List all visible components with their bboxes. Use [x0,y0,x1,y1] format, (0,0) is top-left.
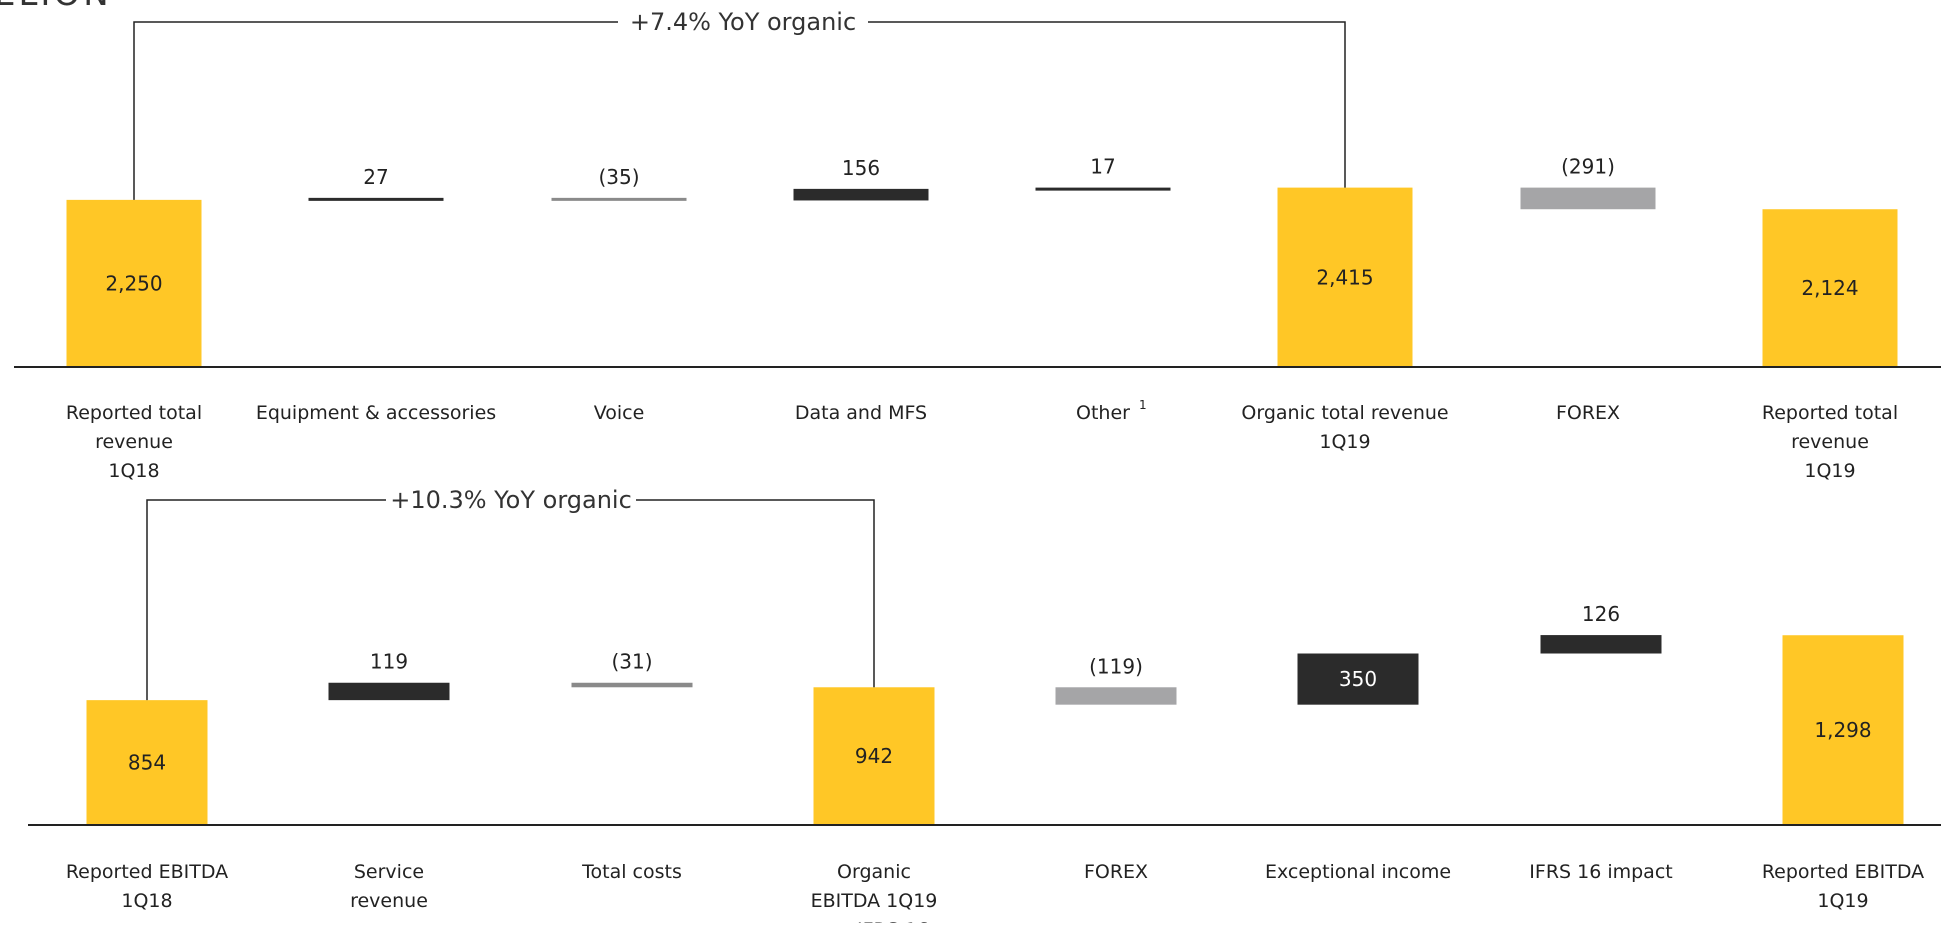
category-label-0-5-1: 1Q19 [1319,431,1370,453]
bar-1-0 [86,700,208,825]
category-label-0-7-1: revenue [1791,431,1869,453]
category-label-0-0-0: Reported total [66,402,202,424]
category-label-1-3-0: Organic [837,861,911,883]
bar-1-5 [1297,653,1419,705]
category-label-1-5-0: Exceptional income [1265,861,1451,883]
bar-0-5 [1277,187,1413,367]
value-label-0-4: 17 [1090,155,1115,179]
value-label-0-2: (35) [598,165,639,189]
category-label-0-2-0: Voice [594,402,645,424]
category-label-1-1-1: revenue [350,890,428,912]
category-label-1-4-0: FOREX [1084,861,1148,883]
category-label-1-2-0: Total costs [581,861,682,883]
bar-1-2 [571,682,693,688]
value-label-1-4: (119) [1089,654,1143,678]
value-label-0-7: 2,124 [1801,276,1858,300]
category-label-0-0-1: revenue [95,431,173,453]
value-label-0-5: 2,415 [1316,265,1373,289]
category-label-1-0-1: 1Q18 [121,890,172,912]
bar-0-4 [1035,187,1171,191]
bracket-right-1 [636,499,875,688]
value-label-1-5: 350 [1339,667,1377,691]
footnote-marker-0-4: 1 [1139,398,1147,412]
value-label-1-7: 1,298 [1814,718,1871,742]
bar-0-7 [1762,209,1898,367]
value-label-1-6: 126 [1582,602,1620,626]
bar-1-7 [1782,635,1904,825]
category-label-0-1-0: Equipment & accessories [256,402,496,424]
category-label-1-3-1: EBITDA 1Q19 [811,890,938,912]
category-label-0-6-0: FOREX [1556,402,1620,424]
bar-1-4 [1055,687,1177,705]
value-label-1-1: 119 [370,650,408,674]
bar-0-3 [793,188,929,201]
bar-0-2 [551,197,687,201]
bracket-left-0 [133,21,618,200]
value-label-0-6: (291) [1561,155,1615,179]
category-label-0-3-0: Data and MFS [795,402,927,424]
bar-0-1 [308,197,444,201]
bar-0-6 [1520,187,1656,210]
value-label-0-0: 2,250 [105,271,162,295]
category-label-1-7-1: 1Q19 [1817,890,1868,912]
category-label-0-7-0: Reported total [1762,402,1898,424]
value-label-1-2: (31) [611,650,652,674]
slide-title-fragment: ELION [0,0,112,14]
value-label-1-3: 942 [855,744,893,768]
category-label-1-7-0: Reported EBITDA [1762,861,1924,883]
growth-annotation-1: +10.3% YoY organic [390,486,632,514]
category-label-1-1-0: Service [354,861,424,883]
category-label-0-4-0: Other [1076,402,1130,424]
value-label-1-0: 854 [128,751,166,775]
bracket-left-1 [146,499,386,701]
category-label-0-7-2: 1Q19 [1804,460,1855,482]
value-label-0-3: 156 [842,156,880,180]
category-label-1-0-0: Reported EBITDA [66,861,228,883]
category-label-1-6-0: IFRS 16 impact [1529,861,1672,883]
bracket-right-0 [868,21,1346,188]
category-label-0-0-2: 1Q18 [108,460,159,482]
value-label-0-1: 27 [363,165,388,189]
bar-1-6 [1540,635,1662,654]
bar-0-0 [66,199,202,367]
bar-1-1 [328,682,450,701]
category-label-1-3-2: pre-IFRS 16 [819,919,929,923]
growth-annotation-0: +7.4% YoY organic [630,8,856,36]
bar-1-3 [813,687,935,825]
category-label-0-5-0: Organic total revenue [1241,402,1448,424]
